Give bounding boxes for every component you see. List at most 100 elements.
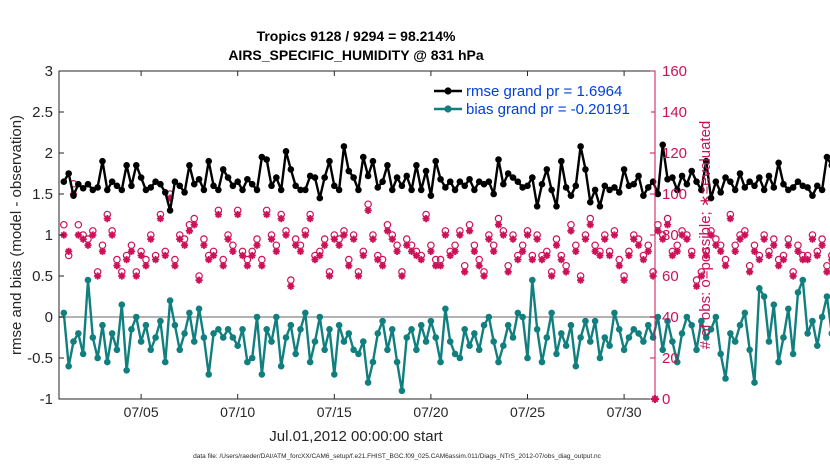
evaluated-obs-marker	[195, 276, 203, 284]
bias-point	[219, 334, 227, 341]
bias-point	[413, 346, 420, 354]
rmse-point	[161, 189, 169, 196]
evaluated-obs-marker	[234, 210, 242, 219]
evaluated-obs-marker	[490, 247, 498, 255]
rmse-point	[364, 172, 372, 180]
bias-point	[751, 379, 758, 386]
bias-point	[741, 309, 749, 317]
bias-point	[707, 326, 715, 333]
rmse-point	[683, 180, 691, 188]
rmse-point	[659, 141, 667, 149]
rmse-point	[702, 157, 710, 165]
rmse-point	[330, 182, 338, 190]
bias-point	[384, 346, 391, 354]
evaluated-obs-marker	[615, 262, 623, 270]
bias-point	[157, 317, 164, 325]
evaluated-obs-marker	[292, 241, 300, 249]
evaluated-obs-marker	[644, 247, 652, 255]
rmse-point	[186, 162, 193, 169]
bias-point	[712, 313, 720, 321]
rmse-point	[533, 203, 541, 210]
bias-point	[451, 350, 459, 358]
rmse-point	[630, 180, 638, 188]
evaluated-obs-marker	[523, 231, 532, 239]
evaluated-obs-marker	[654, 227, 662, 235]
x-tick-label: 07/05	[124, 404, 159, 420]
evaluated-obs-marker	[572, 247, 580, 255]
evaluated-obs-marker	[354, 272, 363, 280]
bias-point	[253, 313, 261, 321]
evaluated-obs-marker	[316, 251, 324, 260]
bias-point	[427, 317, 435, 325]
evaluated-obs-marker	[755, 256, 763, 264]
bias-point	[548, 309, 555, 317]
evaluated-obs-marker	[282, 231, 290, 239]
evaluated-obs-marker	[108, 231, 116, 239]
bias-point	[504, 321, 512, 329]
series-layer	[60, 141, 830, 403]
bias-point	[277, 362, 285, 370]
rmse-point	[451, 186, 459, 194]
rmse-point	[253, 186, 261, 194]
bias-point	[345, 330, 353, 337]
evaluated-obs-marker	[548, 272, 556, 280]
rmse-point	[302, 186, 309, 194]
evaluated-obs-marker	[306, 215, 314, 223]
rmse-point	[456, 178, 464, 185]
bias-point	[683, 313, 691, 321]
rmse-point	[147, 184, 155, 191]
y-tick-label-left: 3	[45, 63, 53, 80]
rmse-point	[770, 184, 778, 191]
rmse-point	[113, 182, 121, 190]
rmse-point	[644, 184, 652, 191]
bias-point	[70, 338, 77, 345]
evaluated-obs-marker	[601, 235, 609, 243]
evaluated-obs-marker	[388, 235, 396, 243]
bias-point	[620, 346, 628, 354]
bias-point	[678, 330, 686, 337]
rmse-point	[244, 175, 251, 183]
rmse-point	[794, 178, 802, 185]
evaluated-obs-marker	[630, 235, 638, 243]
evaluated-obs-marker	[596, 251, 604, 260]
bias-point	[495, 358, 502, 366]
rmse-point	[350, 174, 357, 181]
evaluated-obs-marker	[707, 231, 715, 239]
rmse-point	[809, 192, 816, 199]
evaluated-obs-marker	[417, 256, 425, 264]
evaluated-obs-marker	[311, 256, 319, 264]
bias-point	[558, 330, 565, 337]
evaluated-obs-marker	[436, 262, 445, 270]
bias-point	[94, 354, 101, 362]
evaluated-obs-marker	[407, 247, 416, 255]
rmse-point	[427, 192, 435, 199]
bias-point	[229, 334, 237, 341]
possible-obs-marker	[784, 235, 793, 243]
bias-point	[248, 354, 256, 362]
bias-point	[785, 305, 792, 313]
bias-point	[446, 338, 454, 345]
rmse-point	[495, 156, 502, 163]
bias-point	[780, 334, 787, 341]
rmse-point	[760, 186, 768, 194]
bias-point	[538, 358, 546, 366]
evaluated-obs-marker	[746, 268, 754, 276]
rmse-point	[99, 157, 106, 165]
chart-title: Tropics 9128 / 9294 = 98.214%	[257, 28, 456, 44]
bias-point	[200, 334, 208, 341]
bias-point	[471, 330, 478, 337]
bias-point	[75, 330, 82, 337]
rmse-point	[273, 174, 280, 181]
x-tick-label: 07/20	[413, 404, 448, 420]
rmse-point	[345, 167, 353, 175]
rmse-point	[311, 174, 319, 181]
rmse-point	[736, 170, 744, 177]
possible-obs-marker	[827, 252, 830, 259]
rmse-point	[297, 186, 304, 194]
rmse-point	[548, 186, 555, 194]
rmse-point	[287, 166, 295, 173]
bias-point	[326, 326, 333, 333]
y-tick-label-left: 0	[45, 309, 53, 326]
rmse-point	[157, 180, 164, 188]
evaluated-obs-marker	[625, 251, 633, 260]
